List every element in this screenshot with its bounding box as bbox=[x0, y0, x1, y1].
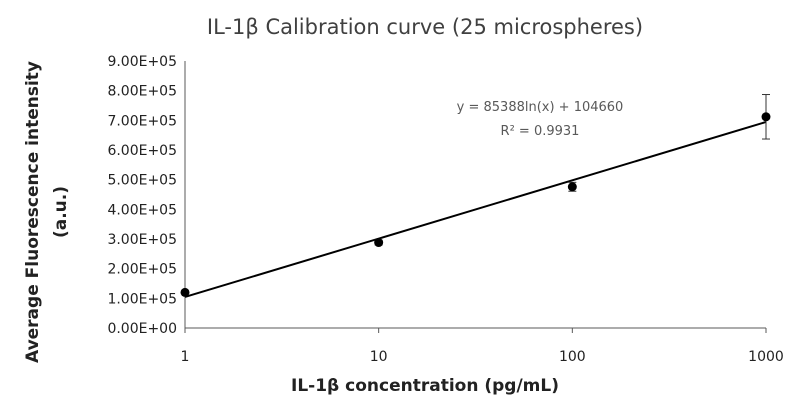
y-tick-label: 7.00E+05 bbox=[107, 113, 177, 129]
data-point bbox=[761, 112, 771, 122]
y-axis-title: Average Fluorescence intensity (a.u.) bbox=[23, 61, 71, 363]
y-tick-label: 9.00E+05 bbox=[107, 54, 177, 70]
y-axis-label-line1: Average Fluorescence intensity bbox=[23, 61, 43, 363]
data-point bbox=[180, 287, 190, 297]
chart-title: IL-1β Calibration curve (25 microspheres… bbox=[207, 15, 643, 39]
trendline-equation: y = 85388ln(x) + 104660 bbox=[457, 100, 624, 115]
x-tick-label: 10 bbox=[370, 349, 388, 365]
y-tick-label: 4.00E+05 bbox=[107, 202, 177, 218]
data-point bbox=[374, 238, 384, 248]
y-tick-label: 2.00E+05 bbox=[107, 262, 177, 278]
plot-area: 0.00E+00 1.00E+05 2.00E+05 3.00E+05 4.00E+05… bbox=[107, 54, 783, 365]
trendline bbox=[184, 121, 767, 298]
x-tick-label: 1000 bbox=[748, 349, 784, 365]
x-tick-label: 1 bbox=[181, 349, 190, 365]
y-tick-label: 3.00E+05 bbox=[107, 232, 177, 248]
y-tick-label: 0.00E+00 bbox=[107, 321, 177, 337]
x-tick-label: 100 bbox=[559, 349, 586, 365]
x-axis-label: IL-1β concentration (pg/mL) bbox=[291, 376, 559, 396]
y-tick-label: 1.00E+05 bbox=[107, 291, 177, 307]
trendline-r-squared: R² = 0.9931 bbox=[501, 124, 580, 139]
y-axis-label-line2: (a.u.) bbox=[51, 186, 71, 238]
y-tick-label: 8.00E+05 bbox=[107, 84, 177, 100]
data-point bbox=[567, 182, 577, 192]
y-tick-label: 5.00E+05 bbox=[107, 173, 177, 189]
y-tick-label: 6.00E+05 bbox=[107, 143, 177, 159]
